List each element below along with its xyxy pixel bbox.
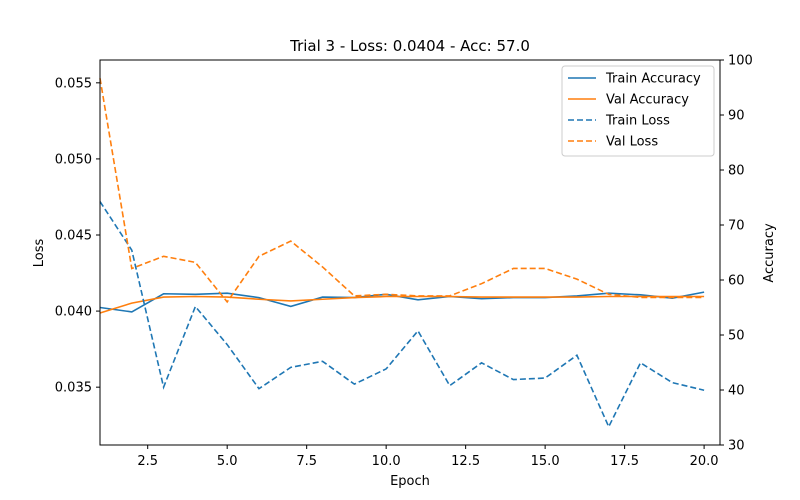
legend-label: Val Loss xyxy=(606,135,658,150)
ticks-layer: 2.5 5.0 7.5 10.0 12.5 15.0 17.5 20.0 0.035 0.040 0… xyxy=(55,54,753,470)
x-axis-label: Epoch xyxy=(390,474,430,489)
x-tick-label: 5.0 xyxy=(217,454,238,469)
y-left-tick-label: 0.055 xyxy=(55,76,92,91)
y-left-axis-label: Loss xyxy=(32,239,47,268)
x-tick-label: 20.0 xyxy=(690,454,719,469)
x-tick-label: 12.5 xyxy=(451,454,480,469)
x-tick-label: 7.5 xyxy=(296,454,317,469)
y-right-tick-label: 100 xyxy=(728,54,753,69)
legend-items: Train Accuracy Val Accuracy Train Loss Val … xyxy=(568,72,701,150)
series-layer xyxy=(99,78,705,429)
legend-label: Train Loss xyxy=(605,114,670,129)
series-line-train-loss xyxy=(99,201,705,429)
y-right-axis-label: Accuracy xyxy=(762,223,777,283)
plot-frame xyxy=(99,59,721,446)
x-tick-label: 10.0 xyxy=(372,454,401,469)
y-right-tick-label: 60 xyxy=(728,274,745,289)
legend-label: Val Accuracy xyxy=(606,93,689,108)
x-tick-label: 15.0 xyxy=(531,454,560,469)
y-right-tick-label: 70 xyxy=(728,219,745,234)
chart-title: Trial 3 - Loss: 0.0404 - Acc: 57.0 xyxy=(289,37,530,55)
series-line-val-accuracy xyxy=(99,295,705,314)
y-left-tick-label: 0.035 xyxy=(55,381,92,396)
y-left-tick-label: 0.050 xyxy=(55,152,92,167)
y-right-tick-label: 50 xyxy=(728,329,745,344)
y-right-tick-label: 90 xyxy=(728,109,745,124)
y-left-tick-label: 0.045 xyxy=(55,229,92,244)
y-left-tick-label: 0.040 xyxy=(55,305,92,320)
x-tick-label: 17.5 xyxy=(610,454,639,469)
y-right-tick-label: 40 xyxy=(728,384,745,399)
legend-label: Train Accuracy xyxy=(605,72,701,87)
legend-box xyxy=(561,65,715,157)
series-line-val-loss xyxy=(99,78,705,304)
x-tick-label: 2.5 xyxy=(137,454,158,469)
y-right-tick-label: 80 xyxy=(728,164,745,179)
legend: Train Accuracy Val Accuracy Train Loss Val … xyxy=(561,65,715,157)
y-right-tick-label: 30 xyxy=(728,439,745,454)
